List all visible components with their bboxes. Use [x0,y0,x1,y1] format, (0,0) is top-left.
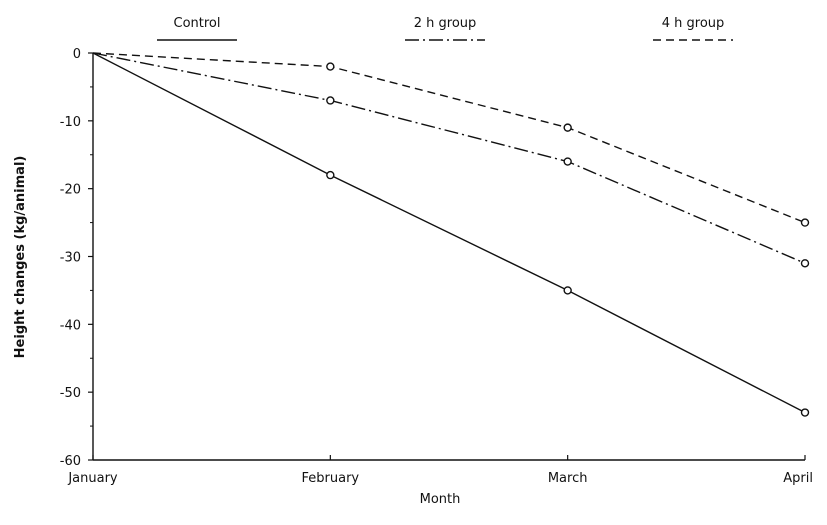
series-line [92,52,806,224]
y-tick-label: -50 [60,386,81,401]
y-tick-label: -30 [60,251,81,266]
series-4-h-group [92,52,810,227]
data-point [326,96,335,105]
x-tick-label: April [783,471,813,486]
series-line [92,52,806,414]
data-point [563,286,572,295]
data-point [563,157,572,166]
data-point [326,170,335,180]
legend: Control 2 h group 4 h group [157,16,733,41]
y-tick-label: -10 [60,115,81,130]
axes: 0 -10 -20 -30 -40 -50 -60 January February March A… [60,47,813,486]
data-point [800,259,810,268]
data-point [800,218,810,227]
series-line [92,52,806,264]
legend-label: Control [174,16,221,31]
y-tick-label: -20 [60,183,81,198]
x-tick-label: January [67,471,118,486]
series-2-h-group [92,52,810,268]
data-point [563,123,572,132]
series-group [92,52,810,417]
x-axis-label: Month [420,492,461,507]
y-tick-label: -40 [60,318,81,333]
y-tick-label: -60 [60,454,81,469]
legend-label: 2 h group [414,16,477,31]
y-tick-label: 0 [73,47,81,62]
data-point [326,62,335,71]
legend-label: 4 h group [662,16,725,31]
y-axis-label: Height changes (kg/animal) [13,156,28,359]
x-tick-label: March [548,471,588,486]
x-tick-label: February [302,471,360,486]
series-control [92,52,810,417]
data-point [800,408,810,417]
